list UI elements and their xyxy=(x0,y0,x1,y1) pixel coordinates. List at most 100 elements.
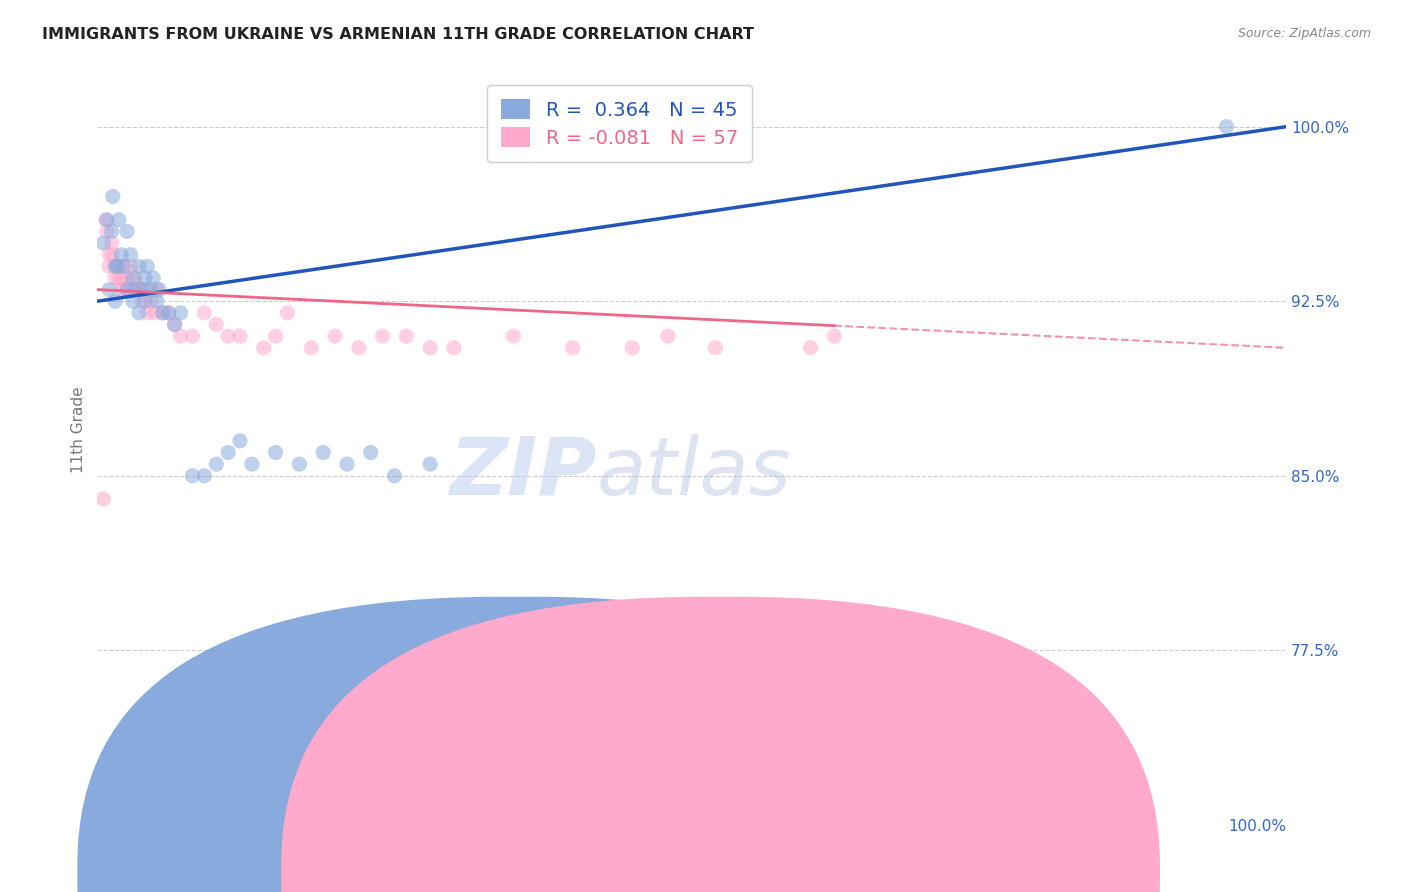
Point xyxy=(823,329,845,343)
Point xyxy=(1215,120,1237,134)
Text: Armenians: Armenians xyxy=(775,859,856,874)
Point xyxy=(98,283,121,297)
Point xyxy=(107,212,129,227)
Point xyxy=(157,306,180,320)
Point xyxy=(96,224,118,238)
Text: Immigrants from Ukraine: Immigrants from Ukraine xyxy=(495,859,686,874)
Point xyxy=(264,445,287,459)
Point xyxy=(181,468,204,483)
Point xyxy=(152,306,174,320)
Point xyxy=(264,329,287,343)
Point xyxy=(288,457,311,471)
Point xyxy=(100,235,122,250)
Point xyxy=(104,271,127,285)
Point xyxy=(118,283,141,297)
Point xyxy=(98,260,121,274)
Point xyxy=(205,457,228,471)
Point xyxy=(740,678,762,692)
Point xyxy=(115,224,138,238)
Point xyxy=(657,329,679,343)
Point xyxy=(91,235,114,250)
Y-axis label: 11th Grade: 11th Grade xyxy=(72,386,86,473)
Point xyxy=(229,434,252,448)
Point xyxy=(128,306,150,320)
Point xyxy=(169,306,191,320)
Point xyxy=(894,724,917,739)
Text: 100.0%: 100.0% xyxy=(1227,819,1286,834)
Point xyxy=(128,260,150,274)
Point xyxy=(347,341,370,355)
Point xyxy=(163,318,186,332)
Point xyxy=(146,294,169,309)
Point xyxy=(360,445,382,459)
Text: 0.0%: 0.0% xyxy=(97,819,136,834)
Point xyxy=(115,283,138,297)
Text: Source: ZipAtlas.com: Source: ZipAtlas.com xyxy=(1237,27,1371,40)
Point xyxy=(131,283,153,297)
Point xyxy=(101,189,124,203)
Point xyxy=(240,457,263,471)
Legend: R =  0.364   N = 45, R = -0.081   N = 57: R = 0.364 N = 45, R = -0.081 N = 57 xyxy=(488,86,752,161)
Point xyxy=(124,271,146,285)
Point xyxy=(94,212,117,227)
Point xyxy=(122,271,145,285)
Point xyxy=(134,283,156,297)
Text: ZIP: ZIP xyxy=(449,434,596,511)
Point xyxy=(96,212,118,227)
Text: IMMIGRANTS FROM UKRAINE VS ARMENIAN 11TH GRADE CORRELATION CHART: IMMIGRANTS FROM UKRAINE VS ARMENIAN 11TH… xyxy=(42,27,754,42)
Point xyxy=(100,224,122,238)
Point xyxy=(336,457,359,471)
Point xyxy=(120,260,142,274)
Point xyxy=(148,283,170,297)
Point xyxy=(107,271,129,285)
Point xyxy=(143,306,166,320)
Point xyxy=(419,457,441,471)
Point xyxy=(157,306,180,320)
Point xyxy=(146,283,169,297)
Point xyxy=(152,306,174,320)
Point xyxy=(443,341,465,355)
Point xyxy=(139,294,162,309)
Point xyxy=(115,271,138,285)
Point xyxy=(384,468,406,483)
Point xyxy=(101,248,124,262)
Point xyxy=(704,341,727,355)
Point xyxy=(312,445,335,459)
Point xyxy=(104,260,127,274)
Point xyxy=(107,260,129,274)
Point xyxy=(104,294,127,309)
Point xyxy=(122,294,145,309)
Point xyxy=(371,329,394,343)
Point xyxy=(323,329,346,343)
Point xyxy=(98,248,121,262)
Point xyxy=(110,248,132,262)
Point xyxy=(112,283,135,297)
Point xyxy=(136,260,159,274)
Point xyxy=(128,283,150,297)
Point xyxy=(110,283,132,297)
Point xyxy=(110,271,132,285)
Point xyxy=(253,341,276,355)
Point xyxy=(419,341,441,355)
Point xyxy=(134,294,156,309)
Point xyxy=(104,260,127,274)
Point xyxy=(799,341,821,355)
Point xyxy=(124,283,146,297)
Point xyxy=(112,260,135,274)
Point xyxy=(193,306,215,320)
Point xyxy=(193,468,215,483)
Point xyxy=(217,329,239,343)
Point xyxy=(277,306,299,320)
Point xyxy=(128,283,150,297)
Text: atlas: atlas xyxy=(596,434,792,511)
Point xyxy=(299,341,322,355)
Point xyxy=(163,318,186,332)
Point xyxy=(621,341,644,355)
Point xyxy=(142,271,165,285)
Point xyxy=(169,329,191,343)
Point xyxy=(217,445,239,459)
Point xyxy=(114,260,136,274)
Point xyxy=(229,329,252,343)
Point xyxy=(561,341,583,355)
Point xyxy=(131,294,153,309)
